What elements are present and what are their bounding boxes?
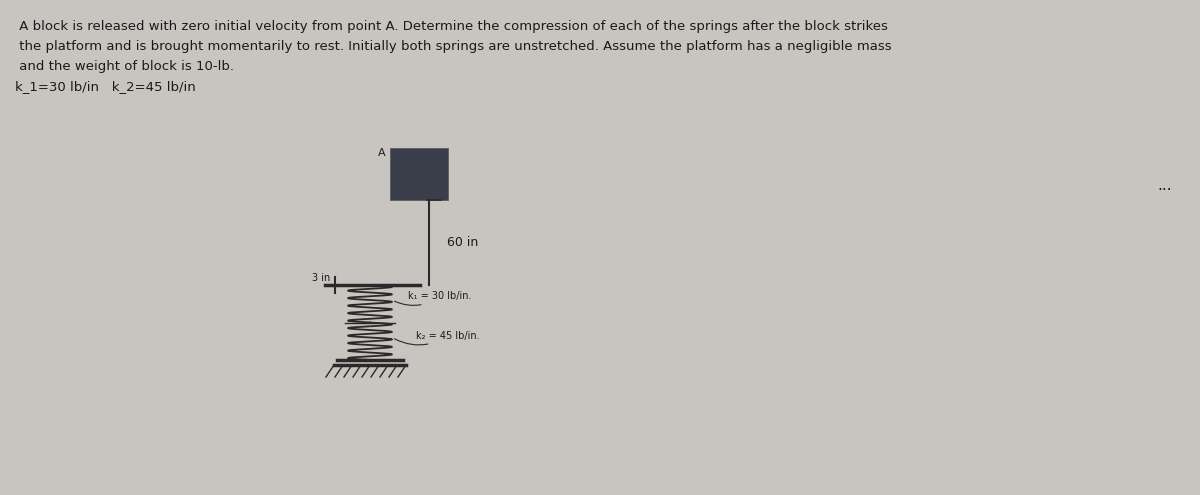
Bar [390, 148, 448, 200]
Text: A: A [378, 148, 386, 158]
Text: k₁ = 30 lb/in.: k₁ = 30 lb/in. [395, 291, 472, 305]
Text: 60 in: 60 in [446, 236, 479, 249]
Text: and the weight of block is 10-lb.: and the weight of block is 10-lb. [14, 60, 234, 73]
Text: 3 in: 3 in [312, 273, 330, 283]
Text: the platform and is brought momentarily to rest. Initially both springs are unst: the platform and is brought momentarily … [14, 40, 892, 53]
Text: A block is released with zero initial velocity from point A. Determine the compr: A block is released with zero initial ve… [14, 20, 888, 33]
Text: k_1=30 lb/in   k_2=45 lb/in: k_1=30 lb/in k_2=45 lb/in [14, 80, 196, 93]
Text: ...: ... [1158, 178, 1172, 193]
Text: k₂ = 45 lb/in.: k₂ = 45 lb/in. [395, 331, 480, 345]
